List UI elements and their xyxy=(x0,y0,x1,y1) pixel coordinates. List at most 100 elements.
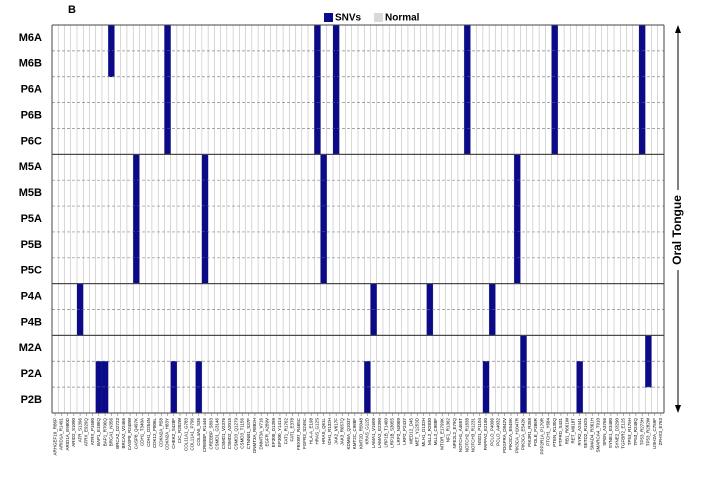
snv-cell xyxy=(164,102,171,129)
column-label: BAP1_E186Q xyxy=(96,418,101,447)
column-label: NFE2L2_E79Q xyxy=(452,418,457,449)
column-label: USH2A_C759F xyxy=(652,418,657,449)
column-label: PIK3CA_E545K xyxy=(508,418,513,450)
column-label: ATR_S1396 xyxy=(77,418,82,443)
column-label: COL11A1_P796 xyxy=(190,418,195,451)
snv-cell xyxy=(639,25,646,52)
snv-cell xyxy=(95,387,102,414)
column-label: RYR2_A2441 xyxy=(577,418,582,446)
snv-cell xyxy=(333,76,340,103)
legend-label: SNVs xyxy=(335,13,362,24)
row-label: P2A xyxy=(21,368,42,380)
snv-cell xyxy=(320,154,327,181)
snv-cell xyxy=(314,50,321,78)
snv-cell xyxy=(576,387,583,414)
snv-cell xyxy=(482,361,490,388)
snv-cell xyxy=(164,50,171,78)
column-label: PTEN_R130Q xyxy=(552,418,557,447)
snv-cell xyxy=(489,309,496,336)
snv-cell xyxy=(101,387,109,414)
column-label: SETD2_R1625 xyxy=(583,418,588,449)
column-label: SYNE2_D3290 xyxy=(614,418,619,449)
column-label: MLL3_C988F xyxy=(433,418,438,446)
column-label: TP53_R282W xyxy=(646,417,651,446)
column-label: BRCA1_N356 xyxy=(109,418,114,447)
snv-cell xyxy=(95,361,102,388)
column-label: ARID2_S1090 xyxy=(71,418,76,447)
snv-cell xyxy=(520,361,527,388)
snv-cell xyxy=(108,25,115,52)
snv-cell xyxy=(464,76,471,103)
column-label: CDKN2A_H83Y xyxy=(165,418,170,450)
column-label: LAMA1_V1609 xyxy=(371,418,376,449)
column-label: CIC_R202W xyxy=(177,417,182,443)
snv-cell xyxy=(195,387,202,414)
column-label: TP53_R175H xyxy=(627,418,632,445)
row-label: M5A xyxy=(19,161,42,173)
snv-cell xyxy=(551,128,558,155)
column-label: PIK3CA_E542K xyxy=(521,418,526,450)
row-label: M6B xyxy=(19,58,42,70)
column-label: ZFHX3_E763 xyxy=(658,418,663,446)
column-label: CDKN2A_R58 xyxy=(158,418,163,448)
column-label: DNMT3A_R882H xyxy=(252,418,257,453)
column-label: SYNE1_E3480 xyxy=(608,418,613,449)
snv-cell xyxy=(576,361,583,388)
column-label: MTOR_E1799K xyxy=(439,418,444,450)
column-label: TP53_R248Q xyxy=(633,418,638,446)
column-label: FAT1_R1762 xyxy=(283,418,288,445)
snv-cell xyxy=(164,25,171,52)
column-label: HLA-A_E198 xyxy=(308,418,313,445)
column-label: CSMD1_G3146 xyxy=(215,418,220,450)
column-label: LAMA2_E2390 xyxy=(377,418,382,449)
column-label: POLE_P286R xyxy=(533,417,538,446)
snv-cell xyxy=(320,206,327,233)
snv-cell xyxy=(333,128,340,155)
snv-cell xyxy=(514,154,521,181)
column-label: LRP1B_T1460 xyxy=(383,418,388,448)
column-label: CASP8_R248W xyxy=(127,417,132,450)
column-label: CTNNB1_S37F xyxy=(246,418,251,450)
snv-cell xyxy=(164,76,171,103)
row-label: P4B xyxy=(21,316,42,328)
column-label: CDK12_P806L xyxy=(152,418,157,449)
column-label: ATRX_E929Q xyxy=(84,418,89,447)
snv-cell xyxy=(76,283,84,310)
column-label: FBXW7_R465C xyxy=(296,417,301,450)
snv-cell xyxy=(333,25,340,52)
snv-cell xyxy=(639,128,646,155)
snv-cell xyxy=(645,335,652,362)
column-label: HRAS_G12S xyxy=(315,418,320,445)
snv-cell xyxy=(520,335,527,362)
row-label: P2B xyxy=(21,394,42,406)
snv-cell xyxy=(639,50,646,78)
column-label: CASP8_Q497K xyxy=(133,418,138,449)
column-label: SPEN_A3766 xyxy=(602,418,607,446)
snv-cell xyxy=(133,154,140,181)
column-label: COL4A5_S36 xyxy=(196,418,201,446)
snv-cell xyxy=(639,102,646,129)
column-label: PDGFRA_D842V xyxy=(502,418,507,453)
column-label: TP53_R273H xyxy=(639,418,644,445)
column-label: PTPRD_S431 xyxy=(558,418,563,447)
row-label: M2A xyxy=(19,342,42,354)
snv-cell xyxy=(195,361,202,388)
snv-cell xyxy=(170,387,177,414)
column-label: COL11A1_G783 xyxy=(183,418,188,451)
snv-cell xyxy=(426,283,433,310)
snv-cell xyxy=(314,128,321,155)
snv-cell xyxy=(514,231,521,259)
column-label: ARID1A_R1491 xyxy=(59,418,64,451)
row-label: P5A xyxy=(21,213,42,225)
snv-cell xyxy=(108,50,115,78)
snv-cell xyxy=(133,257,140,284)
snv-cell xyxy=(201,206,209,233)
row-label: P5C xyxy=(21,265,42,277)
column-label: BRCA2_V2466 xyxy=(121,418,126,449)
snv-cell xyxy=(314,25,321,52)
column-label: MED12_D45 xyxy=(408,418,413,444)
snv-cell xyxy=(464,128,471,155)
column-label: LRP1B_S3055 xyxy=(390,418,395,448)
snv-cell xyxy=(551,76,558,103)
column-label: ATRX_P1580 xyxy=(90,418,95,446)
